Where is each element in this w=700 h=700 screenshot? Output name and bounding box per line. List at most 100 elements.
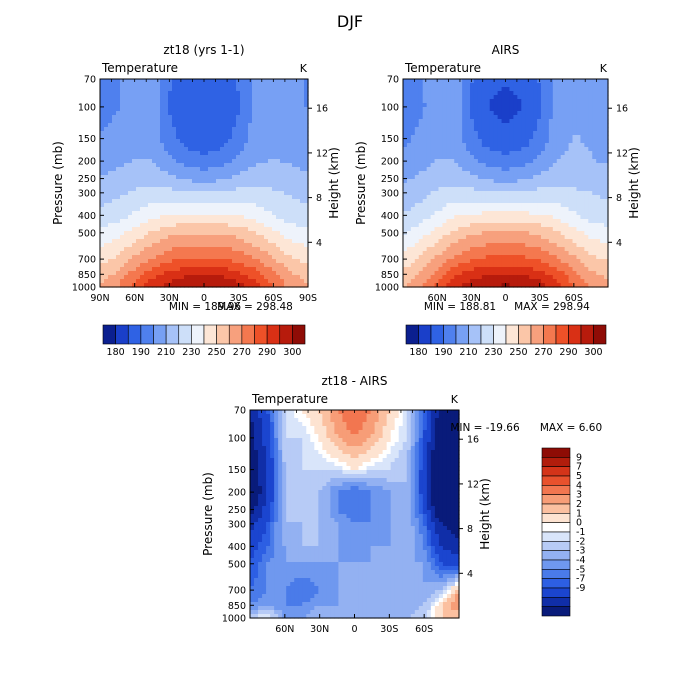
heatmap-cell bbox=[501, 191, 507, 196]
heatmap-cell bbox=[104, 87, 109, 92]
heatmap-cell bbox=[104, 215, 109, 220]
heatmap-cell bbox=[430, 131, 436, 136]
heatmap-cell bbox=[128, 271, 133, 276]
heatmap-cell bbox=[576, 163, 581, 168]
heatmap-cell bbox=[521, 191, 526, 196]
heatmap-cell bbox=[564, 159, 570, 164]
heatmap-cell bbox=[304, 283, 309, 288]
heatmap-cell bbox=[200, 159, 205, 164]
heatmap-cell bbox=[572, 163, 578, 168]
heatmap-cell bbox=[446, 179, 451, 184]
heatmap-cell bbox=[168, 199, 173, 204]
heatmap-cell bbox=[604, 175, 609, 180]
heatmap-cell bbox=[276, 95, 281, 100]
heatmap-cell bbox=[560, 175, 566, 180]
heatmap-cell bbox=[572, 111, 578, 116]
heatmap-cell bbox=[442, 147, 447, 152]
heatmap-cell bbox=[244, 227, 249, 232]
heatmap-cell bbox=[296, 247, 301, 252]
heatmap-cell bbox=[485, 115, 491, 120]
heatmap-cell bbox=[446, 111, 451, 116]
heatmap-cell bbox=[438, 207, 444, 212]
heatmap-cell bbox=[462, 171, 467, 176]
heatmap-cell bbox=[160, 139, 165, 144]
heatmap-cell bbox=[600, 143, 605, 148]
heatmap-cell bbox=[509, 219, 514, 224]
heatmap-cell bbox=[580, 223, 585, 228]
heatmap-cell bbox=[406, 211, 412, 216]
heatmap-cell bbox=[224, 103, 229, 108]
heatmap-cell bbox=[120, 199, 125, 204]
colorbar-swatch bbox=[127, 324, 142, 345]
heatmap-cell bbox=[580, 167, 585, 172]
heatmap-cell bbox=[172, 203, 177, 208]
heatmap-cell bbox=[204, 135, 209, 140]
heatmap-cell bbox=[604, 95, 609, 100]
heatmap-cell bbox=[489, 143, 495, 148]
heatmap-cell bbox=[477, 151, 483, 156]
heatmap-cell bbox=[509, 179, 514, 184]
heatmap-cell bbox=[256, 119, 261, 124]
heatmap-cell bbox=[104, 127, 109, 132]
heatmap-cell bbox=[228, 175, 233, 180]
heatmap-cell bbox=[192, 83, 197, 88]
heatmap-cell bbox=[284, 147, 289, 152]
heatmap-cell bbox=[403, 83, 408, 88]
heatmap-cell bbox=[252, 211, 257, 216]
y2tick-label: 8 bbox=[316, 193, 322, 204]
heatmap-cell bbox=[450, 239, 455, 244]
heatmap-cell bbox=[505, 95, 511, 100]
heatmap-cell bbox=[540, 191, 546, 196]
heatmap-cell bbox=[501, 183, 507, 188]
heatmap-cell bbox=[304, 155, 309, 160]
heatmap-cell bbox=[288, 143, 293, 148]
heatmap-cell bbox=[462, 223, 467, 228]
heatmap-cell bbox=[446, 211, 451, 216]
heatmap-cell bbox=[533, 179, 538, 184]
heatmap-cell bbox=[600, 83, 605, 88]
heatmap-cell bbox=[104, 151, 109, 156]
heatmap-cell bbox=[466, 111, 471, 116]
colorbar-tick-label: 290 bbox=[258, 347, 276, 358]
heatmap-cell bbox=[184, 271, 189, 276]
heatmap-cell bbox=[152, 191, 157, 196]
heatmap-cell bbox=[264, 267, 269, 272]
heatmap-cell bbox=[304, 159, 309, 164]
heatmap-cell bbox=[517, 103, 522, 108]
heatmap-cell bbox=[497, 87, 503, 92]
heatmap-cell bbox=[224, 263, 229, 268]
heatmap-cell bbox=[296, 251, 301, 256]
heatmap-cell bbox=[296, 255, 301, 260]
heatmap-cell bbox=[232, 119, 237, 124]
heatmap-cell bbox=[184, 211, 189, 216]
heatmap-cell bbox=[228, 103, 233, 108]
heatmap-cell bbox=[438, 123, 444, 128]
heatmap-cell bbox=[414, 91, 420, 96]
heatmap-cell bbox=[144, 99, 149, 104]
heatmap-cell bbox=[252, 275, 257, 280]
heatmap-cell bbox=[232, 263, 237, 268]
heatmap-cell bbox=[196, 191, 201, 196]
heatmap-cell bbox=[232, 83, 237, 88]
heatmap-cell bbox=[454, 103, 459, 108]
heatmap-cell bbox=[148, 123, 153, 128]
heatmap-cell bbox=[576, 131, 581, 136]
heatmap-cell bbox=[501, 163, 507, 168]
heatmap-cell bbox=[100, 111, 105, 116]
heatmap-cell bbox=[458, 143, 463, 148]
heatmap-cell bbox=[604, 143, 609, 148]
heatmap-cell bbox=[120, 87, 125, 92]
heatmap-cell bbox=[136, 107, 141, 112]
heatmap-cell bbox=[208, 95, 213, 100]
heatmap-cell bbox=[208, 131, 213, 136]
heatmap-cell bbox=[533, 207, 538, 212]
heatmap-cell bbox=[537, 231, 542, 236]
heatmap-cell bbox=[168, 91, 173, 96]
heatmap-cell bbox=[564, 119, 570, 124]
heatmap-cell bbox=[470, 139, 475, 144]
heatmap-cell bbox=[224, 223, 229, 228]
heatmap-cell bbox=[124, 187, 129, 192]
heatmap-cell bbox=[414, 235, 420, 240]
heatmap-cell bbox=[418, 107, 424, 112]
heatmap-cell bbox=[284, 119, 289, 124]
